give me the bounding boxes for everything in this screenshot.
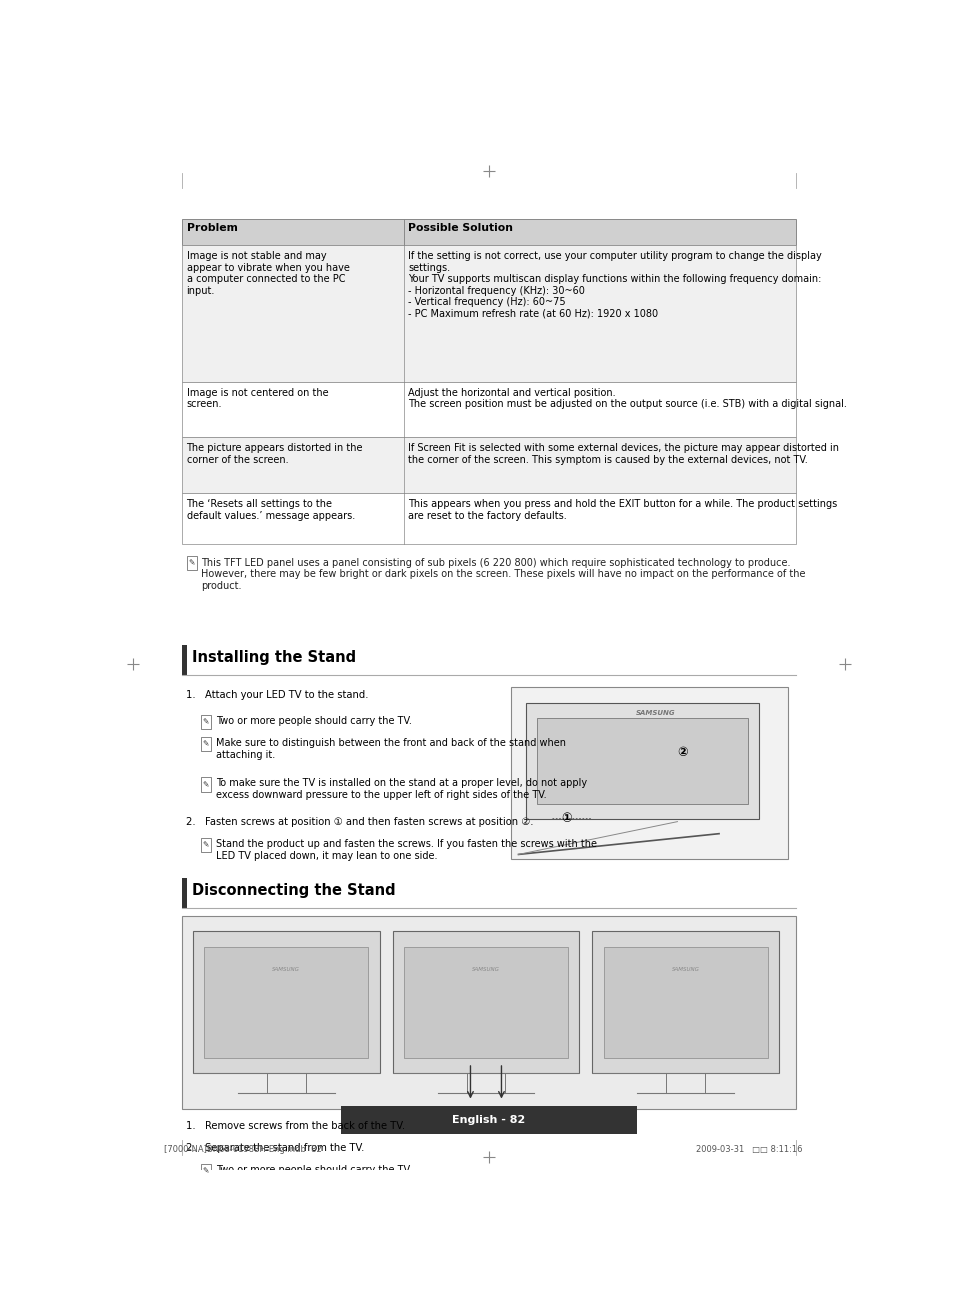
- FancyBboxPatch shape: [200, 715, 211, 729]
- Text: ①: ①: [560, 811, 571, 825]
- FancyBboxPatch shape: [182, 438, 795, 493]
- Text: Image is not stable and may
appear to vibrate when you have
a computer connected: Image is not stable and may appear to vi…: [187, 251, 349, 296]
- FancyBboxPatch shape: [511, 688, 787, 860]
- Polygon shape: [525, 702, 758, 819]
- Text: SAMSUNG: SAMSUNG: [635, 710, 675, 715]
- Text: This appears when you press and hold the EXIT button for a while. The product se: This appears when you press and hold the…: [408, 498, 837, 521]
- Text: Disconnecting the Stand: Disconnecting the Stand: [193, 882, 395, 898]
- Text: To make sure the TV is installed on the stand at a proper level, do not apply
ex: To make sure the TV is installed on the …: [216, 778, 587, 800]
- Text: ✎: ✎: [202, 717, 209, 726]
- Text: ✎: ✎: [202, 780, 209, 789]
- FancyBboxPatch shape: [182, 644, 187, 675]
- Text: Possible Solution: Possible Solution: [408, 222, 513, 233]
- FancyBboxPatch shape: [182, 218, 795, 245]
- Text: 1.   Attach your LED TV to the stand.: 1. Attach your LED TV to the stand.: [186, 690, 368, 701]
- Text: If Screen Fit is selected with some external devices, the picture may appear dis: If Screen Fit is selected with some exte…: [408, 443, 839, 466]
- Polygon shape: [204, 947, 368, 1059]
- FancyBboxPatch shape: [182, 381, 795, 438]
- FancyBboxPatch shape: [200, 1164, 211, 1178]
- FancyBboxPatch shape: [182, 917, 795, 1109]
- Text: Two or more people should carry the TV.: Two or more people should carry the TV.: [216, 1165, 412, 1176]
- Text: This TFT LED panel uses a panel consisting of sub pixels (6 220 800) which requi: This TFT LED panel uses a panel consisti…: [201, 558, 805, 590]
- FancyBboxPatch shape: [182, 245, 795, 381]
- Text: Problem: Problem: [187, 222, 237, 233]
- Text: Stand the product up and fasten the screws. If you fasten the screws with the
LE: Stand the product up and fasten the scre…: [216, 839, 597, 861]
- Text: 2009-03-31   □□ 8:11:16: 2009-03-31 □□ 8:11:16: [696, 1145, 801, 1155]
- Text: The ‘Resets all settings to the
default values.’ message appears.: The ‘Resets all settings to the default …: [187, 498, 355, 521]
- Text: English - 82: English - 82: [452, 1115, 525, 1124]
- Polygon shape: [537, 718, 747, 803]
- FancyBboxPatch shape: [200, 736, 211, 751]
- Text: The picture appears distorted in the
corner of the screen.: The picture appears distorted in the cor…: [187, 443, 363, 466]
- FancyBboxPatch shape: [200, 777, 211, 792]
- Text: ②: ②: [677, 747, 688, 759]
- Text: ✎: ✎: [202, 739, 209, 748]
- Text: Two or more people should carry the TV.: Two or more people should carry the TV.: [216, 715, 412, 726]
- Polygon shape: [403, 947, 567, 1059]
- Polygon shape: [592, 931, 778, 1073]
- Polygon shape: [193, 931, 379, 1073]
- Text: SAMSUNG: SAMSUNG: [472, 967, 499, 972]
- Text: Adjust the horizontal and vertical position.
The screen position must be adjuste: Adjust the horizontal and vertical posit…: [408, 388, 846, 409]
- Text: Installing the Stand: Installing the Stand: [193, 650, 356, 665]
- Text: ✎: ✎: [202, 840, 209, 849]
- Text: ✎: ✎: [202, 1166, 209, 1176]
- FancyBboxPatch shape: [341, 1106, 637, 1134]
- Text: 2.   Fasten screws at position ① and then fasten screws at position ②.: 2. Fasten screws at position ① and then …: [186, 817, 533, 827]
- Text: 3.   Cover the bottom hole with the cover.: 3. Cover the bottom hole with the cover.: [186, 1187, 393, 1198]
- FancyBboxPatch shape: [200, 838, 211, 852]
- Text: 1.   Remove screws from the back of the TV.: 1. Remove screws from the back of the TV…: [186, 1120, 404, 1131]
- Text: Image is not centered on the
screen.: Image is not centered on the screen.: [187, 388, 328, 409]
- Text: Make sure to distinguish between the front and back of the stand when
attaching : Make sure to distinguish between the fro…: [216, 738, 565, 760]
- Text: [7000-NA]BN68-01988H-Eng.indb  82: [7000-NA]BN68-01988H-Eng.indb 82: [164, 1145, 321, 1155]
- Polygon shape: [603, 947, 767, 1059]
- Polygon shape: [393, 931, 578, 1073]
- Text: 2.   Separate the stand from the TV.: 2. Separate the stand from the TV.: [186, 1143, 364, 1153]
- FancyBboxPatch shape: [182, 493, 795, 543]
- Text: If the setting is not correct, use your computer utility program to change the d: If the setting is not correct, use your …: [408, 251, 821, 320]
- Text: SAMSUNG: SAMSUNG: [273, 967, 300, 972]
- FancyBboxPatch shape: [187, 556, 196, 569]
- Text: ✎: ✎: [189, 559, 194, 567]
- Text: SAMSUNG: SAMSUNG: [671, 967, 699, 972]
- FancyBboxPatch shape: [182, 877, 187, 909]
